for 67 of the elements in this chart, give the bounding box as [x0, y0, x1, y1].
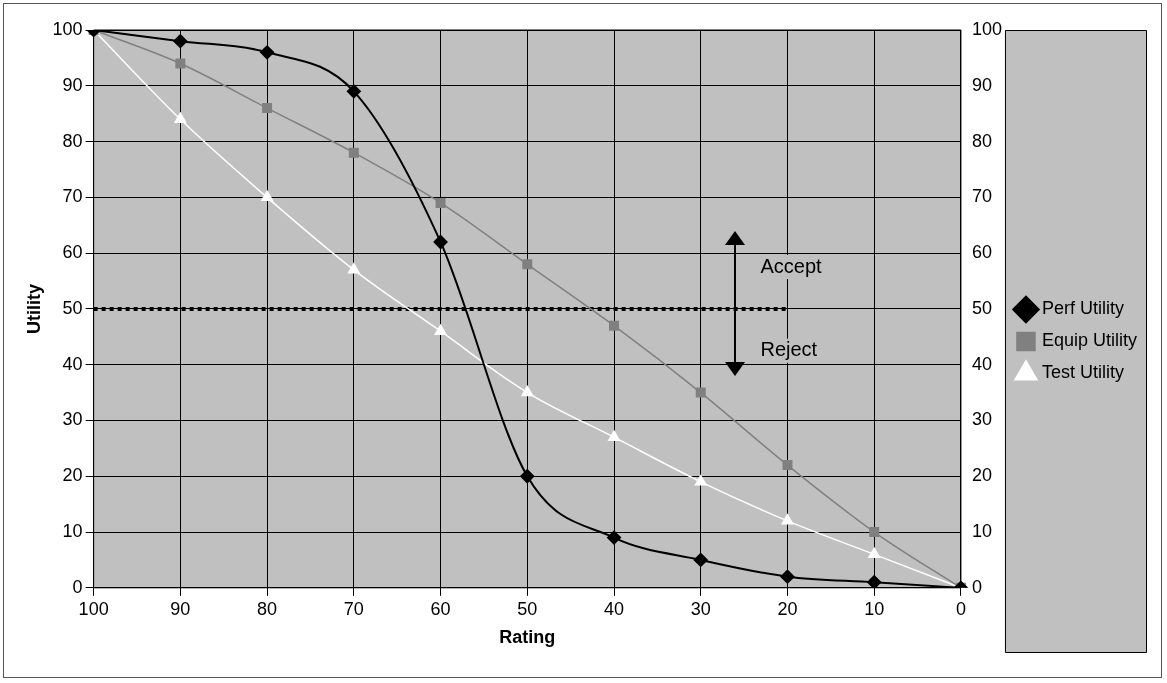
point [607, 530, 622, 545]
point [521, 385, 534, 397]
point [348, 147, 359, 158]
x-tick-label: 100 [78, 598, 109, 619]
point [867, 575, 882, 588]
x-tick-label: 60 [430, 598, 451, 619]
point [781, 514, 794, 525]
x-tick-label: 80 [257, 598, 278, 619]
point [260, 45, 275, 60]
y-tick-label: 40 [62, 353, 83, 374]
y-tick-label: 70 [62, 186, 83, 207]
point [869, 527, 880, 538]
annotation: Accept [760, 254, 823, 277]
y2-tick-label: 70 [971, 186, 992, 207]
y2-tick-label: 10 [971, 520, 992, 541]
y2-tick-label: 100 [971, 18, 1002, 39]
y-axis-title: Utility [23, 283, 44, 334]
x-tick-label: 30 [690, 598, 711, 619]
point [608, 430, 620, 441]
y2-tick-label: 20 [971, 465, 992, 486]
y-tick-label: 50 [62, 297, 83, 318]
y2-tick-label: 50 [971, 297, 992, 318]
x-tick-label: 90 [170, 598, 191, 619]
point [262, 103, 273, 114]
x-axis-title: Rating [499, 627, 556, 648]
point [868, 547, 881, 559]
point [347, 263, 360, 274]
x-tick-label: 20 [777, 598, 798, 619]
legend-label: Test Utility [1041, 362, 1124, 383]
point [780, 569, 795, 584]
y-tick-label: 90 [62, 74, 83, 95]
x-tick-label: 70 [343, 598, 364, 619]
y-tick-label: 100 [52, 18, 83, 39]
x-tick-label: 0 [955, 598, 966, 619]
point [433, 234, 448, 249]
y-tick-label: 10 [62, 520, 83, 541]
legend-label: Equip Utility [1041, 330, 1138, 351]
point [435, 197, 446, 208]
y2-tick-label: 30 [971, 409, 992, 430]
point [520, 469, 535, 484]
point [609, 320, 620, 331]
y-tick-label: 60 [62, 242, 83, 263]
y2-tick-label: 0 [971, 576, 982, 597]
y2-tick-label: 60 [971, 242, 992, 263]
point [693, 552, 708, 567]
y-tick-label: 0 [72, 576, 83, 597]
legend-label: Perf Utility [1041, 298, 1124, 319]
point [346, 84, 361, 99]
point [434, 324, 447, 335]
x-tick-label: 40 [604, 598, 625, 619]
point [174, 112, 187, 123]
point [175, 58, 186, 69]
y2-tick-label: 40 [971, 353, 992, 374]
point [173, 34, 188, 49]
y-tick-label: 80 [62, 130, 83, 151]
point [782, 460, 793, 471]
point [261, 190, 274, 202]
point [694, 475, 707, 486]
x-tick-label: 10 [864, 598, 885, 619]
y-tick-label: 30 [62, 409, 83, 430]
y2-tick-label: 90 [971, 74, 992, 95]
y-tick-label: 20 [62, 465, 83, 486]
point [522, 259, 533, 270]
x-tick-label: 50 [517, 598, 538, 619]
point [695, 387, 706, 398]
annotation: Reject [760, 338, 818, 361]
y2-tick-label: 80 [971, 130, 992, 151]
